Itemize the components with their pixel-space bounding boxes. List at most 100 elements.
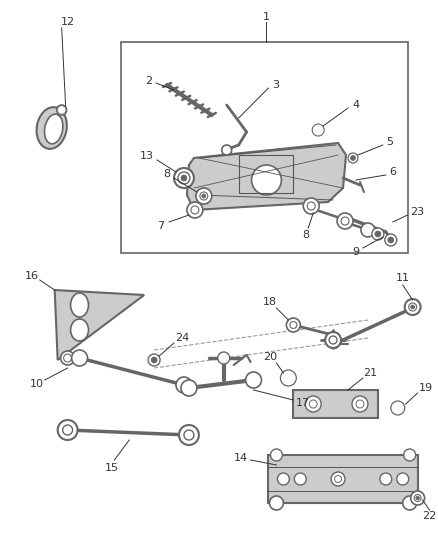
Text: 9: 9 [353,247,360,257]
Circle shape [361,223,375,237]
Text: 1: 1 [263,12,270,22]
Text: 14: 14 [233,453,248,463]
Circle shape [200,192,208,200]
Text: 4: 4 [353,100,360,110]
Circle shape [63,425,73,435]
Circle shape [397,473,409,485]
Circle shape [309,400,317,408]
Circle shape [294,473,306,485]
Circle shape [341,217,349,225]
Circle shape [286,318,300,332]
Circle shape [350,156,356,160]
Circle shape [404,449,416,461]
Circle shape [280,370,297,386]
Circle shape [59,107,65,113]
Circle shape [403,496,417,510]
Text: 20: 20 [263,352,278,362]
Circle shape [312,124,324,136]
Circle shape [222,145,232,155]
Text: 24: 24 [175,333,189,343]
Circle shape [388,237,394,243]
Circle shape [71,350,88,366]
Circle shape [181,380,197,396]
Circle shape [331,472,345,486]
Text: 21: 21 [363,368,377,378]
Circle shape [391,401,405,415]
Text: 12: 12 [60,17,74,27]
Circle shape [246,372,261,388]
Circle shape [290,321,297,328]
Circle shape [329,336,337,344]
Circle shape [303,198,319,214]
Circle shape [184,430,194,440]
Text: 23: 23 [410,207,425,217]
Circle shape [411,491,424,505]
Circle shape [57,105,67,115]
Text: 17: 17 [296,398,311,408]
Text: 18: 18 [262,297,276,307]
Circle shape [375,231,381,237]
Circle shape [202,194,206,198]
Circle shape [174,168,194,188]
Circle shape [148,354,160,366]
Circle shape [385,234,397,246]
Text: 10: 10 [30,379,44,389]
Text: 5: 5 [386,137,393,147]
Circle shape [151,357,157,363]
Text: 22: 22 [422,511,437,521]
Circle shape [380,473,392,485]
Circle shape [372,228,384,240]
Circle shape [325,332,341,348]
FancyBboxPatch shape [268,455,417,503]
Text: 16: 16 [25,271,39,281]
Bar [121,42,408,253]
Circle shape [277,473,290,485]
Ellipse shape [71,319,88,341]
Circle shape [307,202,315,210]
Text: 7: 7 [158,221,165,231]
Circle shape [178,172,190,184]
Circle shape [191,206,199,214]
Circle shape [181,175,187,181]
Circle shape [176,377,192,393]
Circle shape [356,400,364,408]
Text: 8: 8 [303,230,310,240]
Bar [239,155,293,193]
Circle shape [187,202,203,218]
Circle shape [251,165,281,195]
Circle shape [64,354,71,362]
Circle shape [414,495,421,502]
Circle shape [416,496,420,500]
Polygon shape [187,143,346,210]
Ellipse shape [37,107,67,149]
Circle shape [314,126,322,134]
Circle shape [218,352,230,364]
Circle shape [405,299,420,315]
Circle shape [337,213,353,229]
Ellipse shape [45,114,63,144]
Circle shape [352,396,368,412]
Circle shape [305,396,321,412]
Circle shape [179,425,199,445]
Polygon shape [55,290,144,360]
Circle shape [283,373,293,383]
Bar [293,390,378,418]
Text: 19: 19 [419,383,433,393]
Circle shape [60,351,74,365]
Circle shape [394,404,402,412]
Circle shape [196,188,212,204]
Circle shape [348,153,358,163]
Circle shape [270,449,283,461]
Text: 11: 11 [396,273,410,283]
Text: 15: 15 [104,463,118,473]
Text: 8: 8 [163,169,171,179]
Text: 6: 6 [389,167,396,177]
Circle shape [335,475,342,482]
Circle shape [269,496,283,510]
Text: 13: 13 [140,151,154,161]
Circle shape [411,305,415,309]
Text: 2: 2 [145,76,153,86]
Text: 3: 3 [272,80,279,90]
Circle shape [58,420,78,440]
Ellipse shape [71,293,88,317]
